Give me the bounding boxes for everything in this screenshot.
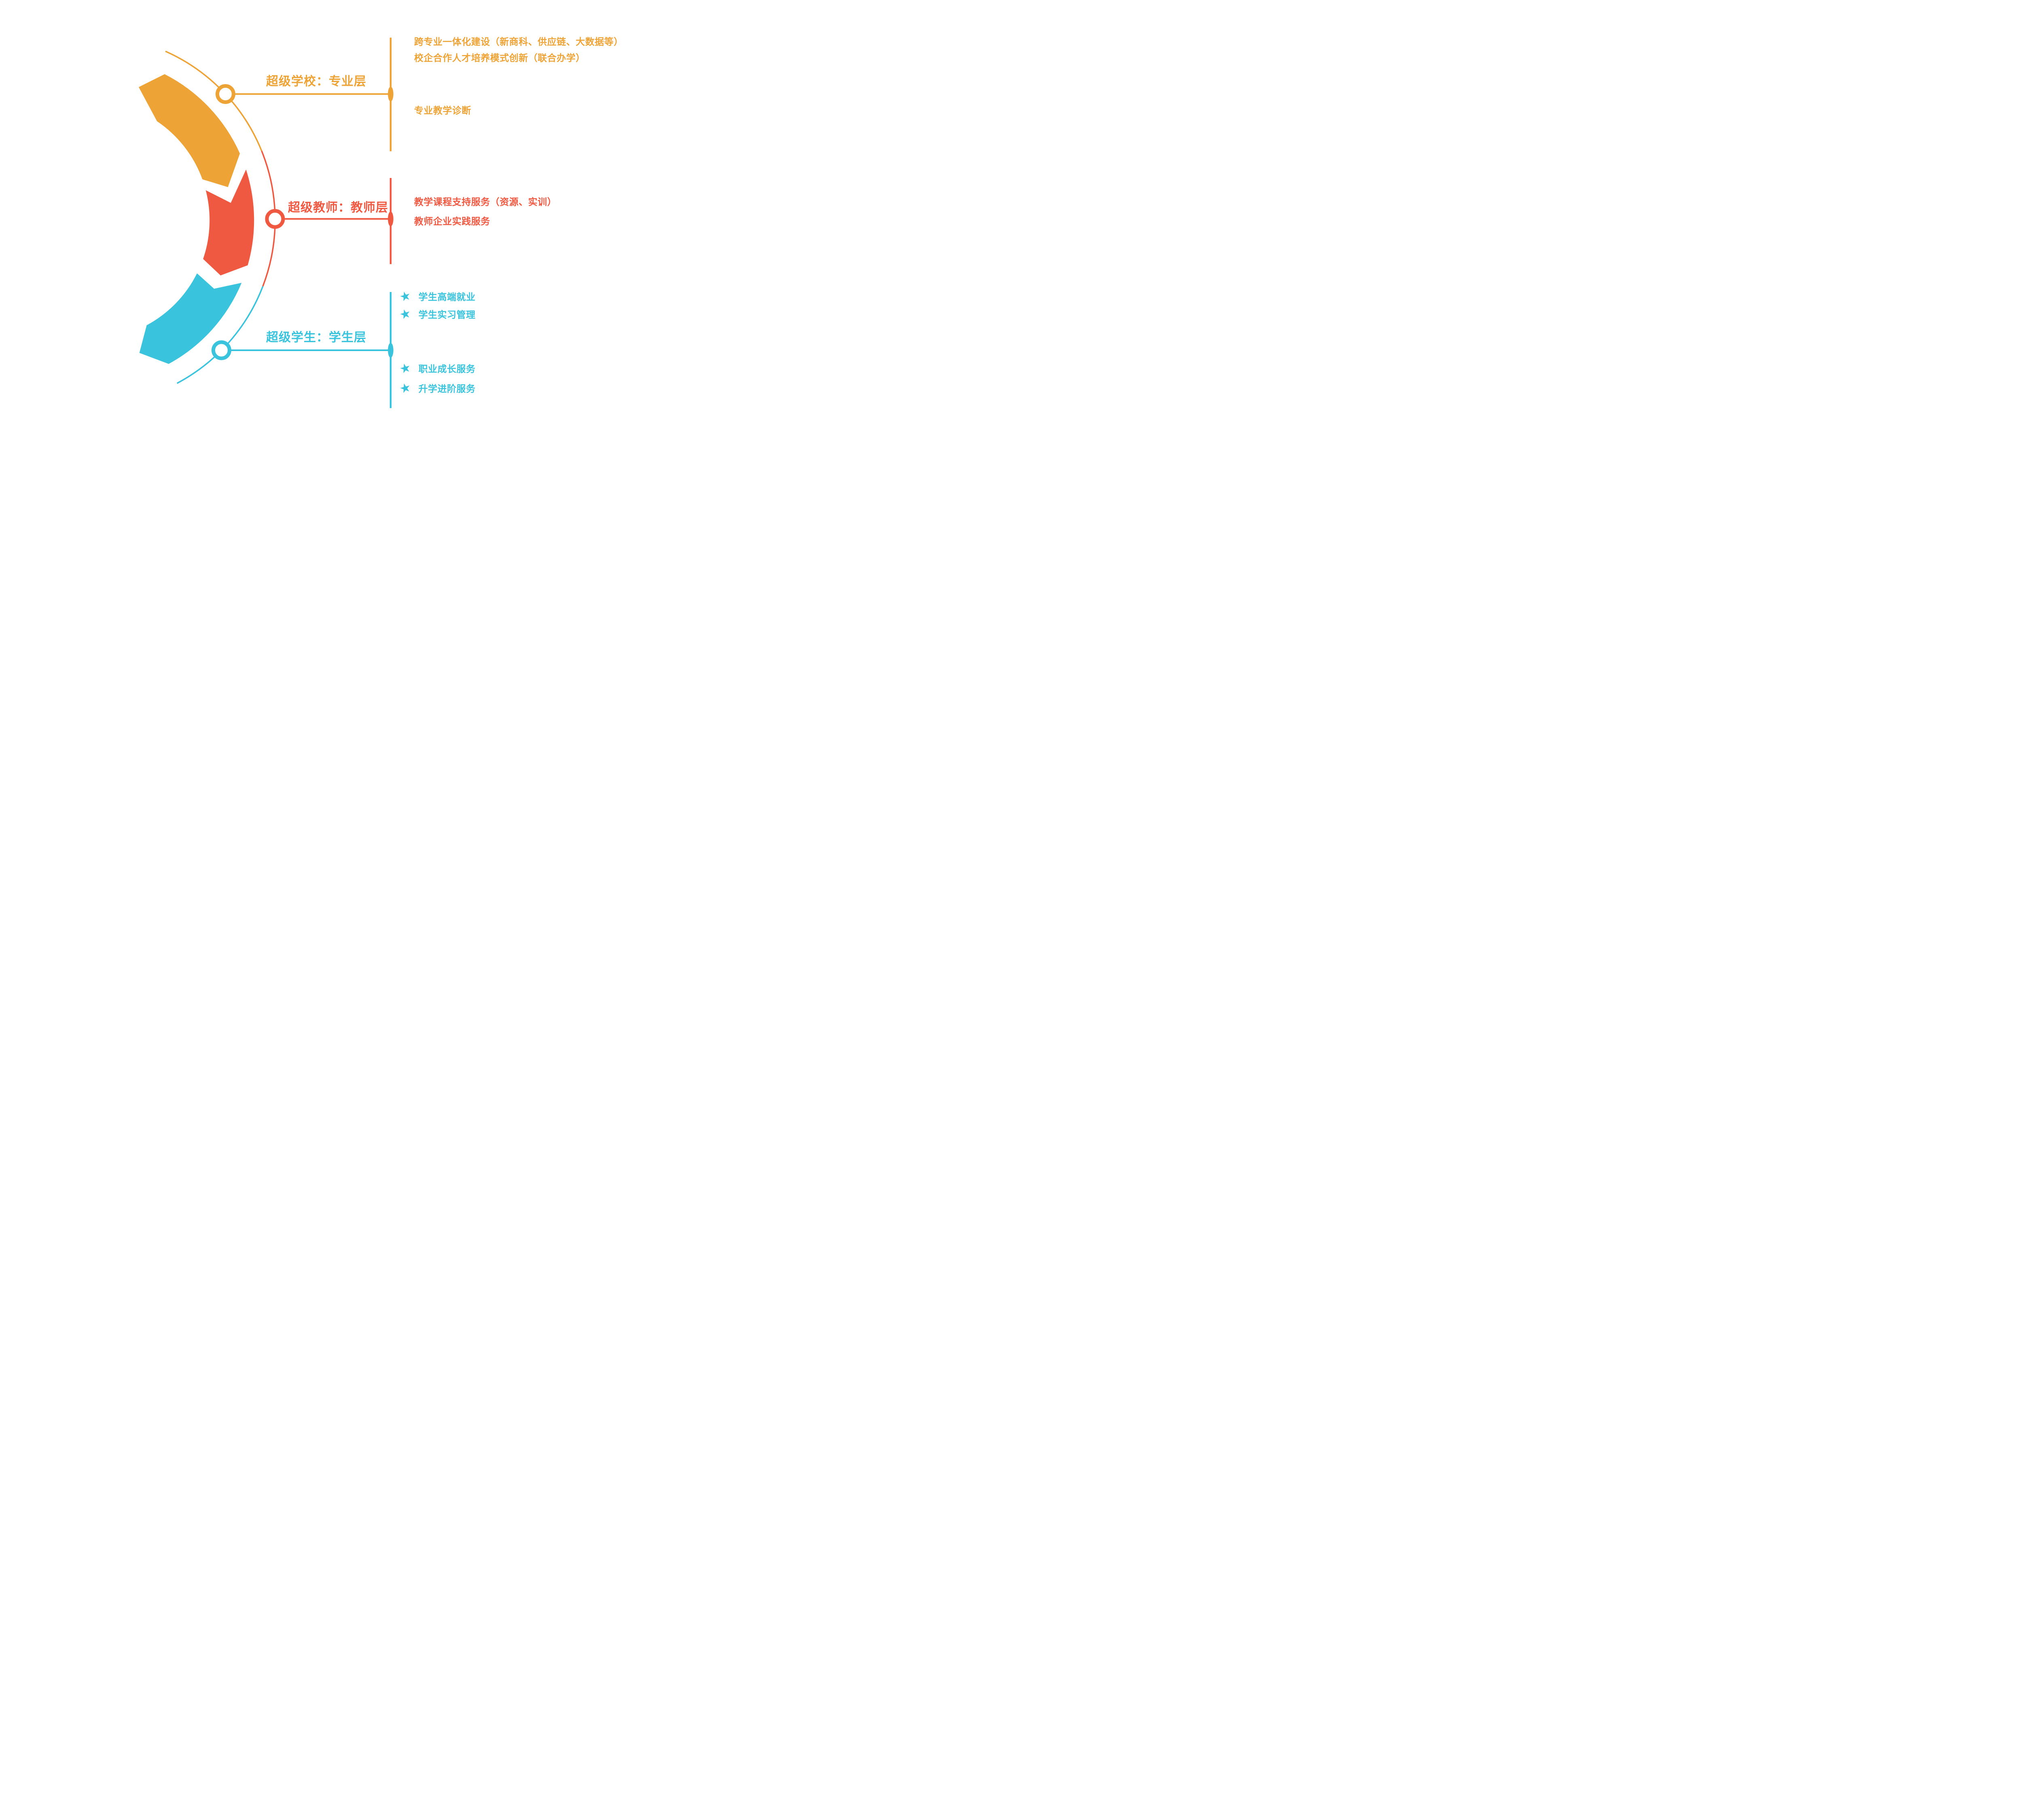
list-item-label: 学生实习管理 bbox=[418, 309, 476, 320]
school-junction-dot bbox=[388, 87, 393, 102]
student-arrow-band bbox=[139, 273, 242, 364]
list-item: 教学课程支持服务（资源、实训） bbox=[414, 197, 557, 207]
list-item: 校企合作人才培养模式创新（联合办学） bbox=[414, 53, 585, 63]
section-title-teacher: 超级教师：教师层 bbox=[288, 201, 388, 214]
arc-diagram bbox=[139, 38, 393, 408]
list-item-label: 学生高端就业 bbox=[418, 292, 476, 302]
star-icon: ★ bbox=[398, 379, 412, 396]
list-item: ★ 学生实习管理 bbox=[398, 305, 476, 322]
school-arrow-band bbox=[139, 74, 240, 187]
section-title-student: 超级学生：学生层 bbox=[266, 331, 366, 344]
list-item: ★ 职业成长服务 bbox=[398, 360, 476, 377]
list-item-label: 职业成长服务 bbox=[418, 364, 476, 374]
list-item: 跨专业一体化建设（新商科、供应链、大数据等） bbox=[414, 36, 623, 47]
student-junction-dot bbox=[388, 343, 393, 358]
list-item: 专业教学诊断 bbox=[414, 105, 471, 116]
list-item-label: 升学进阶服务 bbox=[418, 383, 476, 394]
teacher-arrow-band bbox=[203, 169, 254, 275]
star-icon: ★ bbox=[398, 360, 412, 377]
list-item: ★ 升学进阶服务 bbox=[398, 379, 476, 396]
teacher-junction-dot bbox=[388, 212, 393, 226]
star-icon: ★ bbox=[398, 288, 412, 305]
list-item: 教师企业实践服务 bbox=[414, 216, 490, 226]
infographic-canvas: 超级学校：专业层 超级教师：教师层 超级学生：学生层 跨专业一体化建设（新商科、… bbox=[0, 0, 649, 455]
teacher-node-ring bbox=[265, 209, 285, 229]
section-title-school: 超级学校：专业层 bbox=[266, 75, 366, 88]
student-node-ring bbox=[212, 340, 231, 360]
school-node-ring bbox=[216, 84, 235, 104]
outer-arc-student-segment bbox=[176, 286, 264, 384]
star-icon: ★ bbox=[398, 305, 412, 322]
list-item: ★ 学生高端就业 bbox=[398, 288, 476, 305]
